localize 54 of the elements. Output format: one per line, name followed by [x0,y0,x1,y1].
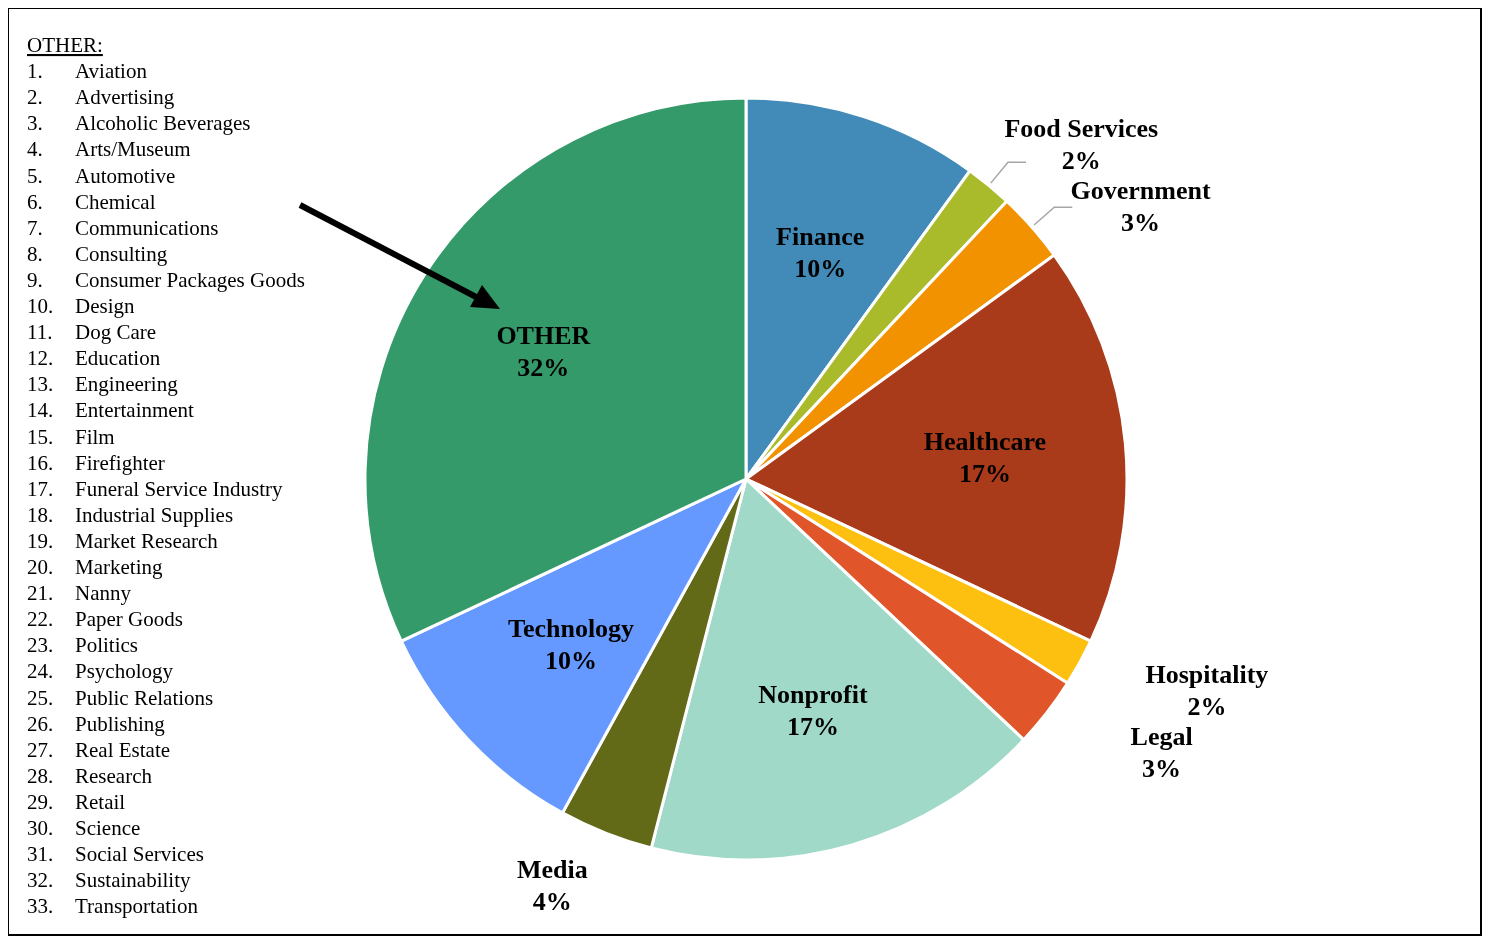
text: 18. Industrial Supplies [27,502,234,527]
text: 7. Communications [27,215,219,240]
text: 14. Entertainment [27,398,195,423]
text: 19. Market Research [27,528,219,553]
slice-label: Government [1070,176,1211,206]
data-label: 32% [517,353,570,383]
text: OTHER: [27,33,103,57]
text: 13. Engineering [27,372,179,397]
slice-label: Technology [507,614,635,644]
text: 4. Arts/Museum [27,137,191,162]
data-label: 2% [1061,146,1101,176]
slice-label: Nonprofit [758,680,868,710]
text: 9. Consumer Packages Goods [27,267,305,292]
text: 26. Publishing [27,711,166,736]
text: 28. Research [27,763,153,788]
text: 5. Automotive [27,163,176,188]
slice-label: Media [516,855,588,885]
slice-label: Finance [776,221,865,251]
text: 16. Firefighter [27,450,165,475]
text: 27. Real Estate [27,737,171,762]
text: 17. Funeral Service Industry [27,476,284,501]
text: 15. Film [27,424,115,449]
text: 20. Marketing [27,555,163,579]
text: 33. Transportation [27,894,199,919]
text: 23. Politics [27,633,139,658]
text: 22. Paper Goods [27,607,183,632]
data-label: 2% [1187,692,1227,722]
text: 3. Alcoholic Beverages [27,111,251,136]
text: 32. Sustainability [27,868,191,893]
data-label: 3% [1121,208,1161,238]
text: 8. Consulting [27,241,168,266]
slice-label: Food Services [1004,114,1159,144]
data-label: 4% [532,887,572,917]
text: 2. Advertising [27,85,175,110]
text: 31. Social Services [27,842,204,867]
text: 1. Aviation [27,59,147,84]
slice-label: Legal [1130,722,1193,752]
text: 24. Psychology [27,659,174,684]
text: 21. Nanny [27,581,132,606]
text: 6. Chemical [27,189,156,214]
text: 30. Science [27,816,141,840]
slice-label: Healthcare [923,427,1047,457]
text: 11. Dog Care [27,320,157,345]
text: 10. Design [27,294,135,318]
data-label: 17% [958,459,1011,489]
data-label: 17% [786,712,839,742]
slice-label: Hospitality [1145,660,1269,690]
slice-label: OTHER [496,321,591,351]
data-label: 10% [794,253,847,283]
data-label: 3% [1142,754,1182,784]
data-label: 10% [545,646,598,676]
text: 12. Education [27,346,161,371]
text: 29. Retail [27,789,126,814]
text: 25. Public Relations [27,685,214,710]
